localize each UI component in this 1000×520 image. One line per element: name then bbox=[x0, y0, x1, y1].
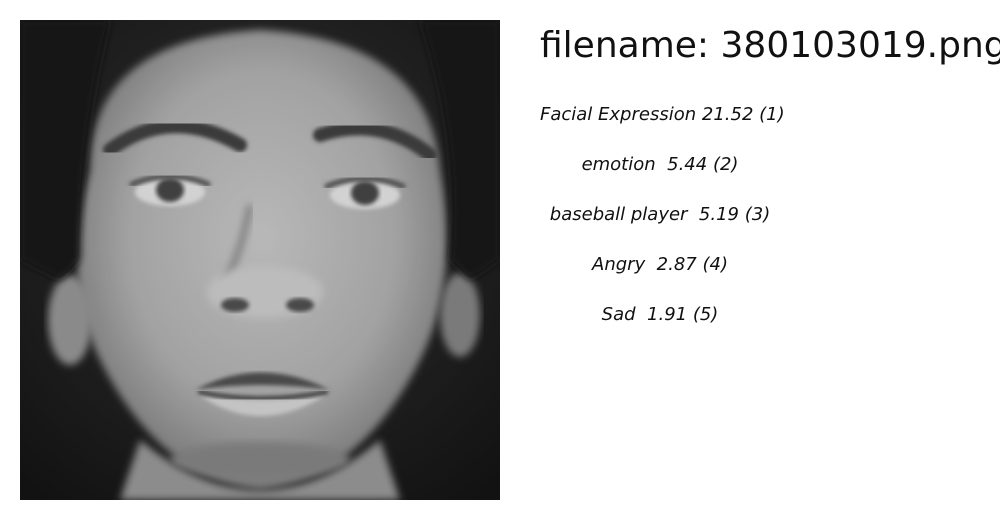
prediction-rank: (5) bbox=[692, 304, 719, 325]
filename-value: 380103019.png bbox=[720, 25, 1000, 66]
prediction-name: Facial Expression bbox=[540, 104, 697, 125]
prediction-rank: (3) bbox=[744, 204, 771, 225]
prediction-name: Sad bbox=[601, 304, 636, 325]
prediction-list: Facial Expression 21.52 (1) emotion 5.44… bbox=[540, 100, 785, 350]
filename-heading: filename: 380103019.png bbox=[540, 22, 1000, 70]
prediction-name: baseball player bbox=[549, 204, 688, 225]
prediction-rank: (2) bbox=[712, 154, 739, 175]
filename-label: filename: bbox=[540, 25, 710, 66]
prediction-name: Angry bbox=[592, 254, 646, 275]
prediction-rank: (1) bbox=[759, 104, 785, 125]
face-photo bbox=[20, 20, 500, 500]
prediction-score: 1.91 bbox=[647, 304, 688, 325]
prediction-name: emotion bbox=[581, 154, 656, 175]
prediction-item: baseball player 5.19 (3) bbox=[540, 200, 780, 250]
prediction-score: 5.44 bbox=[667, 154, 708, 175]
prediction-score: 21.52 bbox=[701, 104, 754, 125]
prediction-item: emotion 5.44 (2) bbox=[540, 150, 780, 200]
prediction-item: Angry 2.87 (4) bbox=[540, 250, 780, 300]
prediction-item: Sad 1.91 (5) bbox=[540, 300, 780, 350]
face-photo-icon bbox=[20, 20, 500, 500]
prediction-rank: (4) bbox=[702, 254, 728, 275]
prediction-score: 5.19 bbox=[698, 204, 739, 225]
prediction-score: 2.87 bbox=[656, 254, 697, 275]
prediction-item: Facial Expression 21.52 (1) bbox=[540, 100, 785, 150]
